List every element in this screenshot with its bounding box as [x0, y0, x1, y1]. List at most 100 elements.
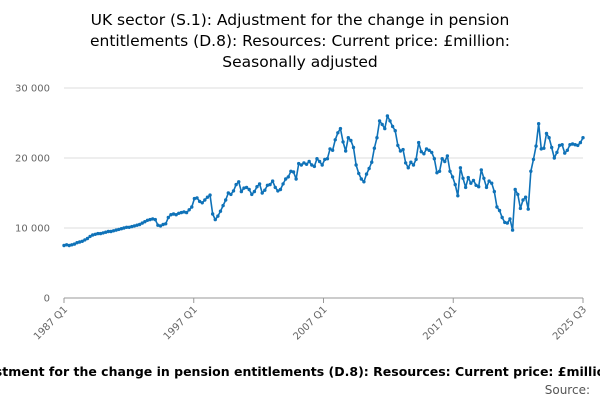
data-point — [453, 182, 457, 187]
data-point — [565, 148, 570, 152]
data-point — [476, 185, 481, 189]
data-point — [552, 156, 557, 160]
data-point — [156, 223, 160, 227]
data-point — [393, 129, 397, 133]
data-point — [237, 180, 241, 184]
data-point — [187, 208, 191, 212]
data-point — [242, 186, 246, 190]
data-point — [70, 243, 74, 247]
data-point — [422, 152, 426, 156]
data-point — [299, 163, 304, 167]
series-line — [62, 114, 585, 248]
data-point — [312, 164, 317, 169]
data-point — [88, 234, 92, 239]
data-point — [117, 227, 121, 232]
data-point — [265, 183, 270, 187]
data-point — [474, 183, 478, 187]
data-point — [529, 169, 533, 173]
data-point — [145, 218, 150, 222]
data-point — [80, 239, 84, 243]
data-point — [252, 189, 257, 194]
data-point — [330, 148, 335, 152]
data-point — [64, 243, 69, 247]
data-point — [536, 122, 541, 126]
data-point — [338, 126, 343, 131]
data-point — [226, 191, 231, 195]
data-point — [349, 138, 353, 143]
data-point — [75, 241, 79, 245]
data-point — [414, 157, 418, 162]
data-point — [383, 126, 387, 131]
data-point — [343, 149, 348, 153]
data-point — [518, 206, 523, 211]
data-point — [513, 187, 517, 192]
data-point — [547, 136, 551, 140]
data-point — [247, 187, 251, 192]
data-point — [164, 222, 168, 226]
data-point — [396, 143, 400, 148]
data-point — [260, 191, 264, 195]
source-label: Source: — [545, 383, 590, 397]
data-point — [224, 198, 228, 202]
data-point — [72, 242, 77, 246]
data-point — [83, 238, 87, 242]
data-point — [205, 195, 210, 199]
data-point — [492, 189, 497, 194]
data-point — [370, 160, 374, 164]
data-point — [450, 175, 455, 179]
data-point — [362, 180, 366, 184]
data-point — [341, 140, 345, 144]
chart-title: UK sector (S.1): Adjustment for the chan… — [90, 11, 510, 71]
x-tick-label: 2017 Q1 — [421, 304, 459, 342]
data-point — [234, 182, 238, 187]
x-tick-label: 1997 Q1 — [162, 304, 200, 342]
data-point — [158, 224, 163, 228]
data-point — [109, 229, 113, 234]
data-point — [497, 208, 502, 213]
data-point — [174, 213, 178, 217]
data-point — [534, 144, 538, 148]
data-point — [531, 157, 536, 162]
data-point — [487, 179, 491, 183]
data-point — [291, 170, 296, 174]
data-point — [161, 222, 165, 227]
data-point — [390, 124, 395, 129]
data-point — [315, 157, 319, 161]
data-point — [576, 143, 580, 148]
data-point — [560, 143, 564, 147]
data-point — [354, 163, 358, 167]
data-point — [111, 229, 116, 233]
data-point — [208, 193, 212, 197]
data-point — [294, 177, 298, 181]
data-point — [505, 221, 510, 225]
data-point — [169, 213, 173, 217]
data-point — [283, 177, 288, 181]
x-tick-label: 1987 Q1 — [32, 304, 70, 342]
data-point — [573, 143, 577, 147]
data-point — [367, 166, 371, 171]
data-point — [469, 181, 473, 185]
data-point — [500, 215, 504, 220]
x-axis: 1987 Q1 1997 Q1 2007 Q1 2017 Q1 2025 Q3 — [32, 297, 589, 342]
data-point — [192, 196, 197, 201]
series-path — [63, 115, 584, 247]
data-point — [101, 231, 105, 235]
data-point — [140, 221, 144, 225]
data-point — [221, 203, 225, 208]
data-point — [216, 214, 220, 218]
data-point — [98, 231, 103, 236]
data-point — [430, 150, 434, 155]
data-point — [458, 166, 463, 170]
data-point — [403, 161, 408, 165]
y-tick-label: 10 000 — [15, 224, 50, 235]
data-point — [346, 136, 350, 140]
data-point — [90, 233, 95, 237]
data-point — [364, 172, 369, 176]
data-point — [132, 224, 137, 228]
data-point — [119, 227, 124, 231]
data-point — [385, 114, 390, 118]
data-point — [375, 136, 379, 140]
data-point — [270, 179, 275, 183]
data-point — [437, 169, 442, 173]
data-point — [203, 198, 207, 202]
